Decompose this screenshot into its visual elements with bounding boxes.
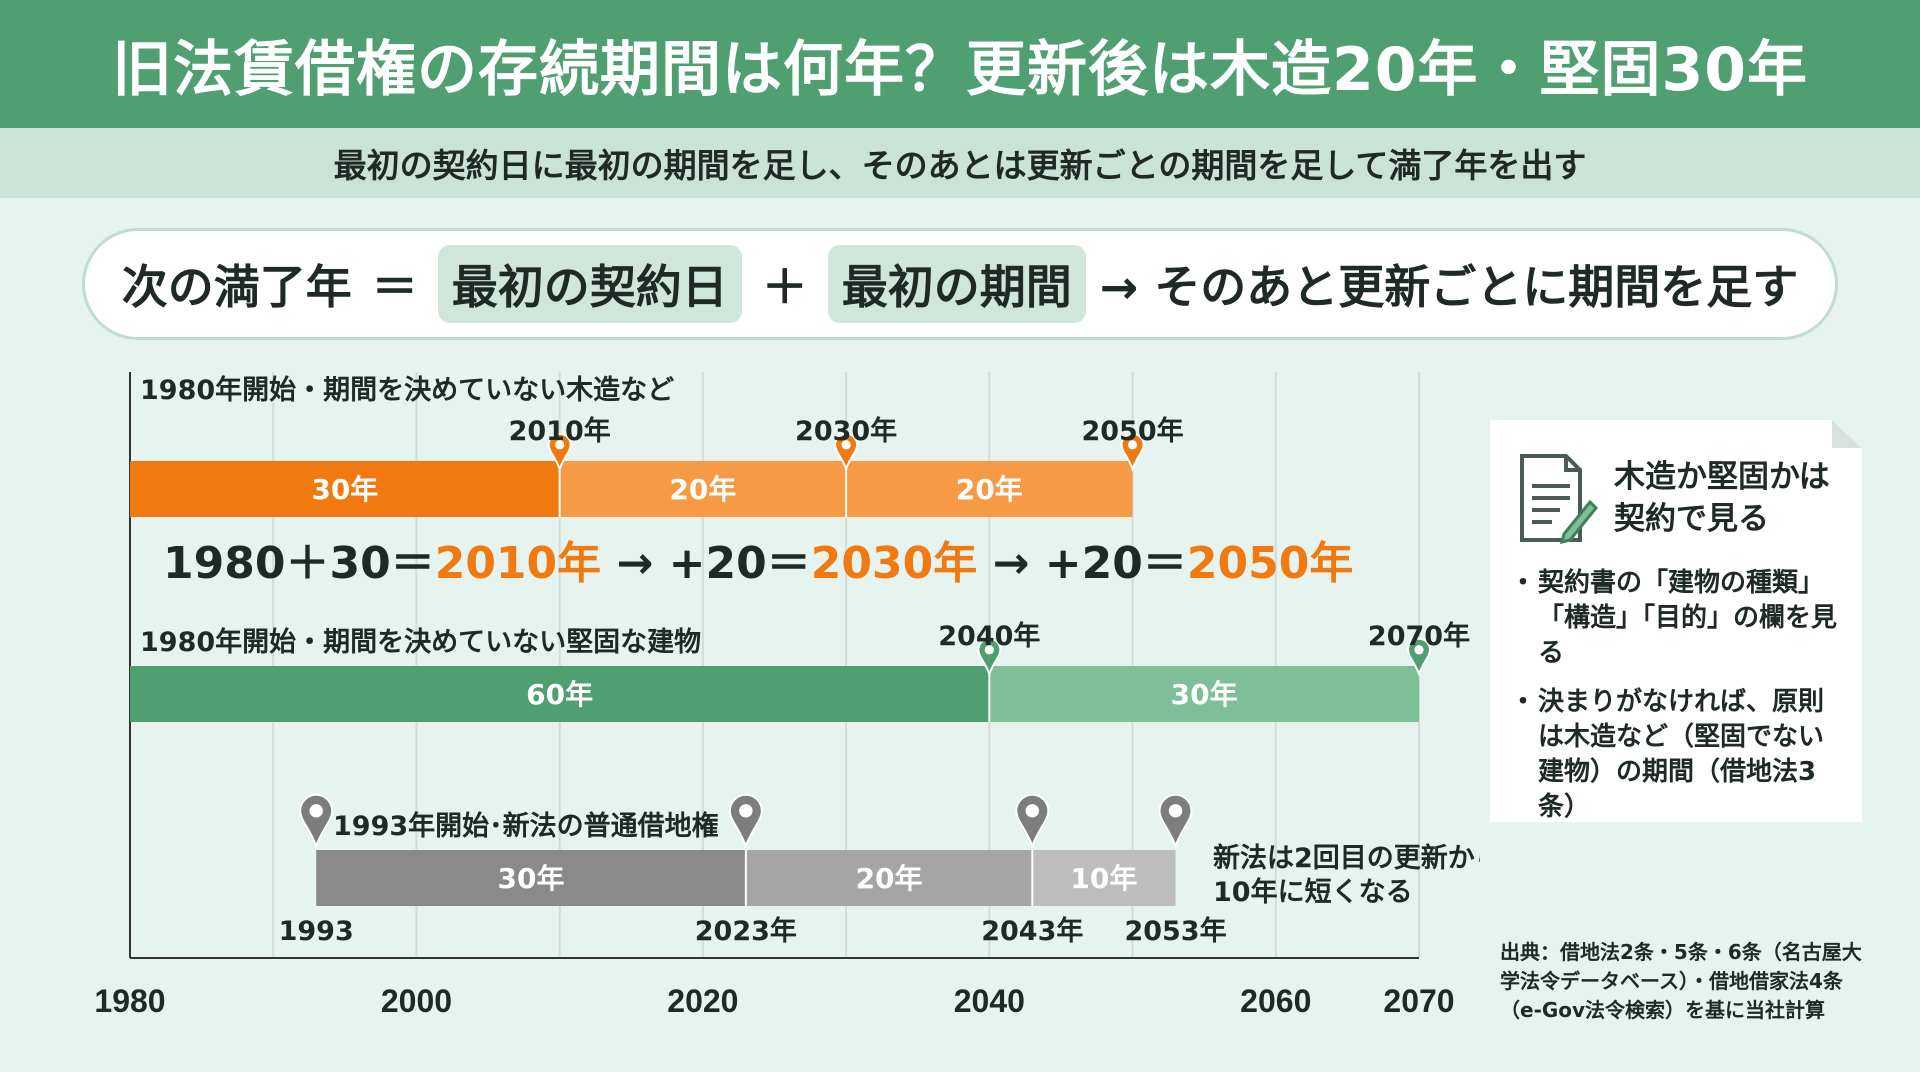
timeline-segment — [130, 666, 990, 722]
document-icon — [1520, 454, 1598, 544]
timeline-segment — [559, 461, 847, 517]
calc-result-1: 2010年 — [435, 538, 601, 589]
milestone-year-label: 2030年 — [795, 415, 897, 447]
formula-equals: ＝ — [371, 260, 418, 314]
milestone-year-label: 2043年 — [981, 915, 1083, 947]
new-law-note-line-1: 新法は2回目の更新から — [1213, 842, 1480, 874]
formula-box: 次の満了年 ＝ 最初の契約日 ＋ 最初の期間 → そのあと更新ごとに期間を足す — [82, 228, 1838, 340]
segment-duration-label: 10年 — [1070, 862, 1137, 895]
location-pin-icon — [299, 793, 334, 849]
location-pin-icon — [1406, 637, 1432, 677]
calc-part-3: → +20＝ — [977, 538, 1187, 589]
location-pin-icon — [1120, 432, 1145, 472]
axis-tick-label: 2040 — [954, 983, 1025, 1019]
segment-duration-label: 20年 — [669, 473, 736, 506]
row-label-solid: 1980年開始・期間を決めていない堅固な建物 — [140, 626, 701, 658]
milestone-year-label: 2070年 — [1368, 620, 1470, 652]
timeline-chart: 30年 20年 20年 60年 30年 30年 20年 10年 2010年 2030年 2050年… — [94, 372, 1480, 1019]
segment-duration-label: 60年 — [526, 678, 593, 711]
axis-tick-label: 1980 — [94, 983, 165, 1019]
axis-tick-label: 2000 — [381, 983, 452, 1019]
axis-tick-label: 2060 — [1240, 983, 1311, 1019]
segment-duration-label: 20年 — [956, 473, 1023, 506]
milestone-year-label: 2050年 — [1081, 415, 1183, 447]
axis-tick-label: 2070 — [1383, 983, 1454, 1019]
source-note: 出典：借地法2条・5条・6条（名古屋大学法令データベース）・借地借家法4条（e-… — [1500, 940, 1862, 1022]
row-label-wooden: 1980年開始・期間を決めていない木造など — [140, 374, 674, 406]
timeline-segment — [316, 850, 746, 906]
side-card-bullet: 契約書の「建物の種類」「構造」「目的」の欄を見る — [1510, 566, 1844, 671]
calc-part-1: 1980＋30＝ — [163, 538, 435, 589]
page-fold — [1832, 420, 1862, 448]
new-law-note-line-2: 10年に短くなる — [1213, 876, 1413, 908]
subtitle-bar: 最初の契約日に最初の期間を足し、そのあとは更新ごとの期間を足して満了年を出す — [0, 128, 1920, 198]
location-pin-icon — [728, 793, 763, 849]
calc-part-2: → +20＝ — [601, 538, 811, 589]
milestone-year-label: 2053年 — [1124, 915, 1226, 947]
axis-tick-label: 2020 — [667, 983, 738, 1019]
segment-duration-label: 30年 — [498, 862, 565, 895]
location-pin-icon — [547, 432, 572, 472]
calc-formula: 1980＋30＝2010年 → +20＝2030年 → +20＝2050年 — [163, 538, 1353, 589]
location-pin-icon — [977, 637, 1002, 677]
page-title: 旧法賃借権の存続期間は何年？更新後は木造20年・堅固30年 — [112, 34, 1808, 105]
timeline-segment — [846, 461, 1133, 517]
segment-duration-label: 20年 — [856, 862, 923, 895]
location-pin-icon — [1158, 793, 1193, 849]
location-pin-icon — [1015, 793, 1050, 849]
milestone-year-label: 2023年 — [695, 915, 797, 947]
formula-lhs: 次の満了年 — [121, 260, 352, 314]
formula-plus: ＋ — [761, 260, 808, 314]
side-card-bullet: 決まりがなければ、原則は木造など（堅固でない建物）の期間（借地法3条） — [1510, 685, 1844, 822]
milestone-year-label: 1993 — [279, 916, 354, 947]
timeline-segment — [130, 461, 560, 517]
milestone-year-label: 2040年 — [938, 620, 1040, 652]
side-card-title: 木造か堅固かは契約で見る — [1614, 459, 1830, 537]
timeline-segment — [989, 666, 1419, 722]
timeline-segment — [745, 850, 1033, 906]
title-bar: 旧法賃借権の存続期間は何年？更新後は木造20年・堅固30年 — [0, 0, 1920, 128]
row-label-new-law: 1993年開始･新法の普通借地権 — [333, 810, 719, 842]
milestone-year-label: 2010年 — [509, 415, 611, 447]
timeline-segment — [1032, 850, 1176, 906]
calc-result-2: 2030年 — [811, 538, 977, 589]
segment-duration-label: 30年 — [311, 473, 378, 506]
formula-term-first-period: 最初の期間 — [827, 245, 1086, 323]
side-card-list: 契約書の「建物の種類」「構造」「目的」の欄を見る 決まりがなければ、原則は木造な… — [1510, 566, 1844, 822]
side-card: 木造か堅固かは契約で見る 契約書の「建物の種類」「構造」「目的」の欄を見る 決ま… — [1490, 420, 1862, 822]
page-subtitle: 最初の契約日に最初の期間を足し、そのあとは更新ごとの期間を足して満了年を出す — [333, 146, 1587, 185]
formula-term-start-date: 最初の契約日 — [437, 245, 742, 323]
location-pin-icon — [834, 432, 859, 472]
formula-rest: → そのあと更新ごとに期間を足す — [1099, 260, 1799, 314]
calc-result-3: 2050年 — [1187, 538, 1353, 589]
segment-duration-label: 30年 — [1171, 678, 1238, 711]
